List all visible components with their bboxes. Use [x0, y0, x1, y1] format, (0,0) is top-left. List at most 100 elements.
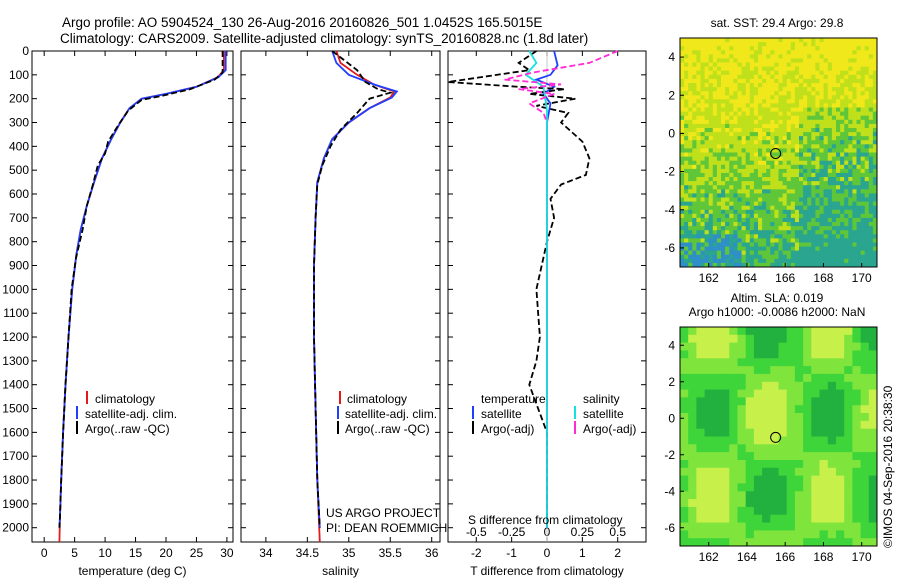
map-cell [831, 99, 837, 104]
map-cell [836, 538, 845, 547]
map-cell [696, 373, 706, 383]
map-cell [790, 156, 796, 162]
map-cell [762, 205, 767, 211]
map-cell [852, 58, 857, 63]
map-cell [696, 226, 701, 231]
map-cell [721, 262, 726, 268]
map-cell [741, 258, 747, 264]
map-cell [708, 119, 714, 125]
map-cell [794, 119, 800, 125]
map-cell [794, 436, 804, 445]
map-cell [770, 193, 775, 198]
top-axis-tick-label: 0.5 [609, 525, 626, 539]
map-cell [680, 38, 685, 43]
map-cell [696, 181, 701, 186]
map-cell [708, 74, 714, 80]
map-cell [716, 205, 722, 211]
map-cell [794, 46, 800, 51]
map-cell [844, 358, 853, 367]
map-cell [729, 258, 734, 264]
map-cell [807, 262, 812, 268]
map-cell [745, 209, 751, 215]
map-cell [737, 366, 747, 375]
map-cell [819, 444, 829, 453]
map-cell [729, 197, 734, 203]
map-cell [831, 262, 837, 268]
map-cell [745, 140, 751, 145]
map-cell [852, 99, 857, 104]
map-cell [688, 128, 693, 133]
map-cell [708, 193, 714, 198]
map-cell [864, 128, 870, 133]
map-cell [680, 103, 685, 108]
map-cell [844, 103, 849, 108]
map-cell [844, 538, 853, 547]
map-cell [790, 148, 796, 153]
map-cell [733, 50, 738, 55]
map-cell [794, 99, 800, 104]
map-cell [696, 177, 701, 182]
map-cell [770, 164, 775, 170]
map-cell [860, 58, 866, 63]
map-cell [684, 258, 689, 264]
map-cell [758, 140, 763, 145]
map-cell [745, 38, 751, 43]
map-cell [778, 136, 784, 141]
map-cell [692, 160, 697, 166]
map-cell [844, 46, 849, 51]
map-cell [770, 226, 775, 231]
map-cell [696, 209, 701, 215]
map-cell [811, 99, 816, 104]
map-cell [729, 250, 734, 256]
map-cell [749, 99, 755, 104]
map-cell [774, 217, 779, 223]
map-cell [831, 201, 837, 207]
map-cell [811, 436, 820, 445]
map-cell [712, 538, 722, 547]
map-cell [737, 156, 743, 162]
map-cell [700, 38, 706, 43]
map-cell [762, 234, 767, 239]
map-cell [823, 128, 829, 133]
map-cell [823, 54, 829, 59]
map-cell [782, 103, 788, 108]
map-cell [864, 38, 870, 43]
map-cell [868, 373, 878, 383]
map-cell [770, 530, 779, 539]
temperature-profile-panel: 0 5 10 15 20 25 300100200300400500600700800900… [2, 44, 234, 578]
map-cell [840, 181, 845, 186]
map-cell [803, 152, 808, 158]
map-cell [729, 87, 734, 92]
map-cell [696, 62, 701, 68]
map-cell [819, 62, 825, 68]
map-cell [799, 103, 804, 108]
map-cell [762, 87, 767, 92]
map-cell [864, 258, 870, 264]
map-cell [868, 58, 874, 63]
map-cell [762, 262, 767, 268]
map-cell [704, 226, 710, 231]
map-cell [733, 62, 738, 68]
map-cell [745, 197, 751, 203]
map-cell [716, 103, 722, 108]
map-cell [827, 54, 833, 59]
map-cell [786, 538, 796, 547]
map-cell [799, 254, 804, 260]
map-cell [712, 217, 718, 223]
map-cell [836, 50, 841, 55]
map-cell [745, 499, 755, 508]
map-cell [688, 148, 693, 153]
map-cell [688, 160, 693, 166]
map-cell [753, 250, 759, 256]
map-cell [680, 506, 689, 516]
map-cell [733, 111, 738, 117]
map-cell [741, 222, 747, 227]
map-cell [774, 119, 779, 125]
map-cell [844, 58, 849, 63]
map-cell [840, 193, 845, 198]
map-cell [721, 66, 726, 72]
map-cell [712, 148, 718, 153]
map-cell [868, 334, 878, 344]
map-cell [753, 148, 759, 153]
map-cell [786, 38, 792, 43]
